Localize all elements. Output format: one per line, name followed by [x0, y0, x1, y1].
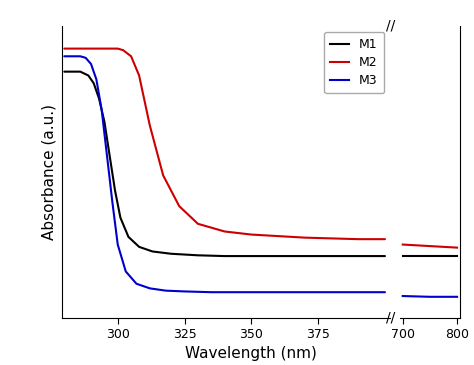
Text: //: // [386, 311, 395, 324]
Legend: M1, M2, M3: M1, M2, M3 [324, 32, 384, 93]
Text: Wavelength (nm): Wavelength (nm) [185, 346, 317, 361]
Y-axis label: Absorbance (a.u.): Absorbance (a.u.) [41, 104, 56, 239]
Text: //: // [386, 19, 395, 32]
